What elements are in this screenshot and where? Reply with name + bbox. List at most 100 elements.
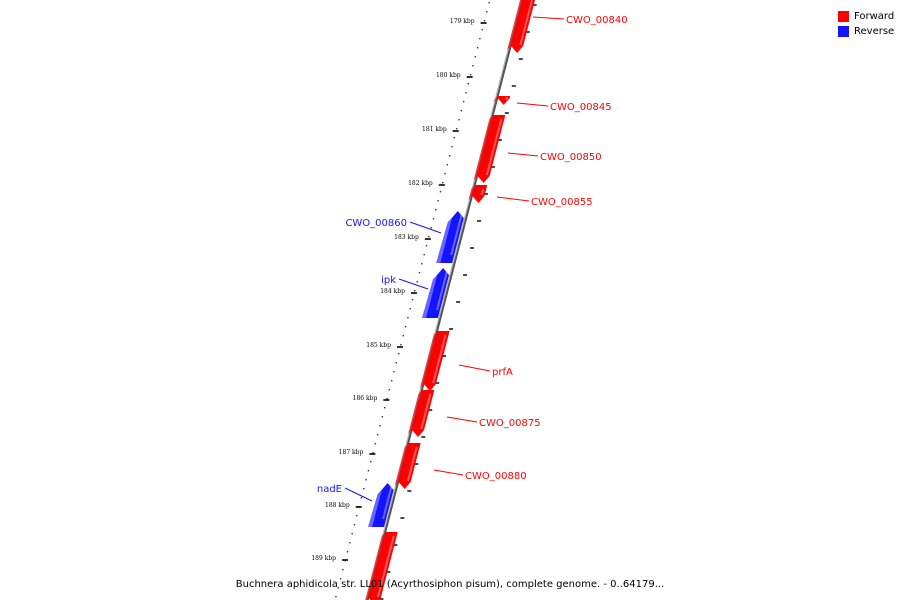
- gene-arrow-ipk[interactable]: [421, 268, 450, 318]
- legend-item-forward: Forward: [838, 9, 894, 24]
- gene-label[interactable]: nadE: [317, 484, 342, 495]
- genome-caption: Buchnera aphidicola str. LL01 (Acyrthosi…: [235, 579, 665, 590]
- scale-dot: [423, 254, 425, 256]
- scale-dot: [337, 587, 339, 589]
- scale-dot: [486, 11, 488, 13]
- scale-dot: [379, 425, 381, 427]
- gene-label[interactable]: CWO_00860: [345, 218, 407, 229]
- scale-dot: [365, 479, 367, 481]
- scale-dot: [414, 290, 416, 292]
- scale-dot: [444, 173, 446, 175]
- scale-dot: [383, 407, 386, 409]
- tick-label: 189 kbp: [311, 555, 336, 562]
- scale-dot: [451, 146, 453, 148]
- scale-dot: [455, 128, 458, 130]
- scale-dot: [400, 344, 402, 346]
- gene-arrow-cwo_00845[interactable]: [493, 96, 511, 105]
- scale-dots: [335, 2, 490, 598]
- scale-dot: [411, 299, 414, 301]
- scale-dot: [449, 155, 451, 157]
- gene-label-leader: [446, 416, 478, 423]
- gene-label[interactable]: CWO_00840: [566, 15, 628, 26]
- tick-label: 183 kbp: [394, 234, 419, 241]
- scale-dot: [467, 83, 469, 85]
- tick-label: 188 kbp: [325, 502, 350, 509]
- gene-arrow-cwo_00860[interactable]: [436, 211, 464, 263]
- scale-dot: [458, 119, 460, 121]
- scale-dot: [402, 335, 404, 337]
- scale-dot: [435, 209, 437, 211]
- gene-arrow-prfa[interactable]: [419, 331, 450, 391]
- gene-arrow-cwo_00855[interactable]: [468, 185, 488, 203]
- scale-dot: [488, 2, 490, 4]
- scale-dot: [395, 362, 398, 364]
- scale-dot: [483, 20, 486, 22]
- scale-dot: [370, 461, 372, 463]
- scale-dot: [479, 38, 481, 40]
- gene-label[interactable]: CWO_00880: [465, 471, 527, 482]
- reverse-swatch: [838, 26, 849, 37]
- gene-label-leader: [409, 221, 442, 234]
- scale-dot: [407, 317, 409, 319]
- scale-dot: [409, 308, 411, 310]
- scale-dot: [363, 488, 365, 490]
- gene-label[interactable]: prfA: [492, 367, 513, 378]
- tick-label: 184 kbp: [380, 288, 405, 295]
- scale-dot: [453, 137, 456, 139]
- scale-dot: [430, 227, 432, 229]
- backbone-line: [365, 0, 524, 600]
- gene-arrow-nade[interactable]: [368, 483, 394, 527]
- gene-labels: CWO_00840 CWO_00845 CWO_00850 CWO_00855 CWO_…: [317, 15, 628, 502]
- tick-label: 179 kbp: [450, 18, 475, 25]
- gene-label[interactable]: CWO_00850: [540, 152, 602, 163]
- gene-label-leader: [458, 364, 491, 372]
- gene-arrow-cwo_00875[interactable]: [408, 390, 435, 437]
- scale-dot: [437, 200, 439, 202]
- scale-dot: [425, 245, 428, 247]
- scale-dot: [353, 524, 356, 526]
- scale-dot: [476, 47, 479, 49]
- scale-dot: [374, 443, 377, 445]
- scale-dot: [372, 452, 374, 454]
- scale-dot: [432, 218, 435, 220]
- scale-dot: [416, 281, 418, 283]
- legend-item-reverse: Reverse: [838, 24, 894, 39]
- gene-label[interactable]: CWO_00875: [479, 418, 541, 429]
- tick-label: 180 kbp: [436, 72, 461, 79]
- gene-features: [365, 0, 536, 600]
- scale-dot: [356, 515, 358, 517]
- gene-label-leader: [516, 102, 549, 107]
- scale-dot: [439, 191, 442, 193]
- gene-label-leader: [344, 487, 373, 502]
- scale-dot: [474, 56, 476, 58]
- scale-dot: [381, 416, 384, 418]
- scale-dot: [339, 578, 342, 580]
- gene-label[interactable]: CWO_00855: [531, 197, 593, 208]
- scale-dot: [421, 263, 423, 265]
- scale-dot: [388, 389, 391, 391]
- legend-label-reverse: Reverse: [854, 26, 895, 37]
- scale-ticks: 179 kbp 180 kbp 181 kbp 182 kbp 183 kbp 184 k…: [311, 4, 537, 600]
- gene-label[interactable]: CWO_00845: [550, 102, 612, 113]
- backbone-highlight: [365, 0, 522, 600]
- genome-backbone: [365, 0, 524, 600]
- scale-dot: [481, 29, 483, 31]
- scale-dot: [472, 65, 474, 67]
- gene-arrow-cwo_00840[interactable]: [507, 0, 536, 53]
- tick-label: 186 kbp: [353, 395, 378, 402]
- scale-dot: [390, 380, 393, 382]
- scale-dot: [442, 182, 444, 184]
- gene-label-leader: [532, 16, 565, 20]
- gene-arrow-cwo_00850[interactable]: [473, 115, 506, 183]
- scale-dot: [342, 569, 344, 571]
- gene-label-leader: [507, 152, 539, 157]
- gene-label[interactable]: ipk: [381, 275, 396, 286]
- gene-arrow-cwo_00880[interactable]: [394, 443, 421, 489]
- scale-dot: [397, 353, 400, 355]
- tick-label: 187 kbp: [339, 449, 364, 456]
- gene-label-leader: [398, 278, 429, 290]
- gene-arrow-unlabeled[interactable]: [365, 532, 398, 600]
- scale-dot: [351, 533, 353, 535]
- scale-dot: [469, 74, 472, 76]
